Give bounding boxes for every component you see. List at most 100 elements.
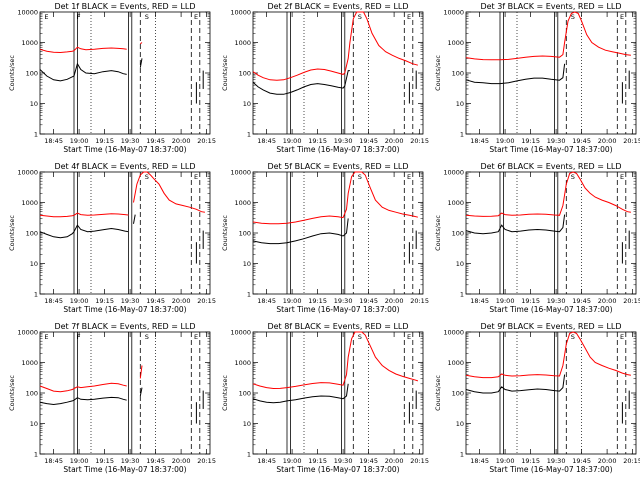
flag-label: E — [44, 13, 48, 21]
y-tick-label: 10000 — [230, 329, 251, 337]
y-tick-label: 100 — [239, 390, 251, 398]
x-tick-label: 19:45 — [359, 137, 378, 145]
detector-panel: Det 7f BLACK = Events, RED = LLD 1 10 100 10… — [8, 322, 216, 474]
y-tick-label: 10 — [456, 100, 464, 108]
flag-label: S — [571, 333, 575, 341]
x-tick-label: 19:45 — [572, 297, 591, 305]
flag-label: S — [145, 173, 149, 181]
detector-panel: Det 9f BLACK = Events, RED = LLD 1 10 100 10… — [434, 322, 640, 474]
y-tick-label: 100 — [452, 230, 464, 238]
y-axis-label: Counts/sec — [221, 215, 229, 251]
y-tick-label: 100 — [239, 230, 251, 238]
plot-frame — [39, 331, 211, 455]
events-series-line — [252, 218, 349, 245]
flag-label: S — [358, 13, 362, 21]
events-series-line — [39, 214, 136, 239]
x-tick-label: 19:00 — [496, 137, 515, 145]
panel-title: Det 3f BLACK = Events, RED = LLD — [480, 2, 621, 11]
lld-series-line — [39, 42, 143, 54]
x-tick-label: 19:30 — [121, 297, 140, 305]
x-axis-label: Start Time (16-May-07 18:37:00) — [489, 305, 612, 314]
flag-label: E — [620, 333, 624, 341]
y-axis-label: Counts/sec — [8, 55, 16, 91]
y-axis-label: Counts/sec — [221, 375, 229, 411]
lld-series-line — [39, 171, 205, 218]
y-tick-label: 100 — [239, 70, 251, 78]
x-tick-label: 19:00 — [496, 297, 515, 305]
flag-label: E — [407, 333, 411, 341]
y-tick-label: 100 — [26, 70, 38, 78]
events-series-line — [252, 70, 350, 95]
x-axis-label: Start Time (16-May-07 18:37:00) — [63, 145, 186, 154]
x-tick-label: 20:15 — [410, 297, 429, 305]
detector-panel: Det 1f BLACK = Events, RED = LLD 1 10 100 10… — [8, 2, 216, 154]
y-axis-label: Counts/sec — [221, 55, 229, 91]
y-tick-label: 1000 — [21, 39, 38, 47]
y-tick-label: 1000 — [234, 199, 251, 207]
x-tick-label: 19:15 — [521, 137, 540, 145]
y-tick-label: 10000 — [17, 329, 38, 337]
detector-panel: Det 6f BLACK = Events, RED = LLD 1 10 100 10… — [434, 162, 640, 314]
lld-series-line — [252, 11, 419, 81]
events-series-line — [465, 214, 566, 235]
x-tick-label: 19:00 — [283, 297, 302, 305]
y-tick-label: 1 — [34, 131, 38, 139]
flag-label: S — [571, 13, 575, 21]
detector-panel: Det 3f BLACK = Events, RED = LLD 1 10 100 10… — [434, 2, 640, 154]
plot-frame — [252, 171, 424, 295]
x-tick-label: 20:15 — [197, 137, 216, 145]
panel-title: Det 2f BLACK = Events, RED = LLD — [267, 2, 408, 11]
x-tick-label: 19:00 — [283, 457, 302, 465]
x-tick-label: 18:45 — [44, 297, 63, 305]
x-axis-label: Start Time (16-May-07 18:37:00) — [276, 305, 399, 314]
x-tick-label: 19:45 — [572, 457, 591, 465]
y-tick-label: 10000 — [443, 9, 464, 17]
flag-label: F — [77, 13, 81, 21]
events-series-line — [465, 63, 566, 85]
plot-frame — [39, 171, 211, 295]
flag-label: E — [194, 173, 198, 181]
x-tick-label: 19:15 — [521, 457, 540, 465]
flag-label: S — [145, 13, 149, 21]
x-tick-label: 18:45 — [257, 297, 276, 305]
y-axis-label: Counts/sec — [434, 215, 442, 251]
x-tick-label: 19:15 — [95, 457, 114, 465]
x-tick-label: 20:15 — [623, 297, 640, 305]
x-tick-label: 19:15 — [95, 297, 114, 305]
x-tick-label: 20:00 — [385, 137, 404, 145]
y-tick-label: 1 — [34, 451, 38, 459]
x-tick-label: 19:45 — [146, 137, 165, 145]
x-tick-label: 20:15 — [197, 457, 216, 465]
x-tick-label: 20:15 — [197, 297, 216, 305]
detector-panel: Det 8f BLACK = Events, RED = LLD 1 10 100 10… — [221, 322, 429, 474]
y-tick-label: 1000 — [21, 359, 38, 367]
lld-series-line — [465, 11, 631, 61]
y-tick-label: 1 — [460, 451, 464, 459]
x-tick-label: 20:00 — [172, 457, 191, 465]
flag-label: E — [620, 173, 624, 181]
y-tick-label: 1 — [247, 291, 251, 299]
x-tick-label: 20:15 — [410, 457, 429, 465]
x-tick-label: 19:30 — [547, 457, 566, 465]
x-tick-label: 19:30 — [121, 137, 140, 145]
x-tick-label: 18:45 — [257, 457, 276, 465]
x-axis-label: Start Time (16-May-07 18:37:00) — [489, 145, 612, 154]
flag-label: E — [407, 173, 411, 181]
flag-label: E — [194, 333, 198, 341]
detector-panel: Det 4f BLACK = Events, RED = LLD 1 10 100 10… — [8, 162, 216, 314]
x-tick-label: 19:15 — [521, 297, 540, 305]
flag-label: E — [194, 13, 198, 21]
y-axis-label: Counts/sec — [434, 375, 442, 411]
flag-label: E — [44, 333, 48, 341]
events-series-line — [465, 374, 566, 394]
x-tick-label: 19:15 — [95, 137, 114, 145]
x-tick-label: 19:30 — [547, 297, 566, 305]
y-tick-label: 10000 — [443, 169, 464, 177]
x-tick-label: 20:00 — [172, 137, 191, 145]
y-tick-label: 10000 — [230, 169, 251, 177]
y-tick-label: 10 — [456, 260, 464, 268]
lld-series-line — [252, 171, 419, 225]
x-tick-label: 20:00 — [385, 297, 404, 305]
lld-series-line — [252, 331, 419, 390]
x-tick-label: 20:00 — [598, 297, 617, 305]
